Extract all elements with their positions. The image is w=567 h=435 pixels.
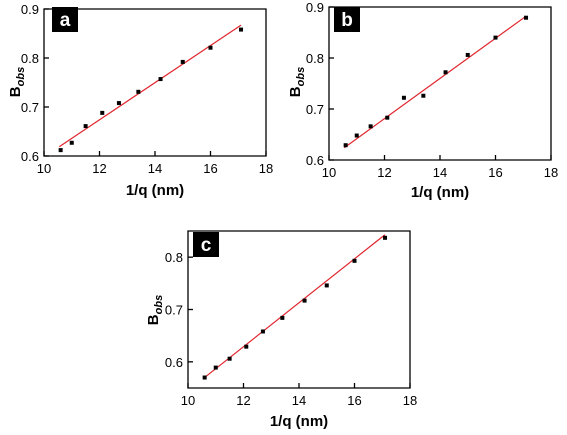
panel-b-x-tick-label: 14 [433,165,447,180]
panel-b-points [343,15,529,148]
panel-b-y-tick-label: 0.8 [306,51,324,66]
panel-a-y-tick-label: 0.9 [21,2,39,17]
panel-b-y-axis-label: Bobs [287,67,307,97]
panel-b: 10 12 14 16 18 0.6 0.7 0.8 0.9 b 1/q (nm) Bobs [287,0,558,201]
panel-b-data-point [421,93,426,98]
panel-c-data-point [202,375,207,380]
panel-c-fit-layer [202,234,386,380]
panel-b-data-point [524,15,529,20]
panel-a-x-tick-label: 10 [37,161,51,176]
panel-c-data-point [213,365,218,370]
panel-a-y-tick-label: 0.6 [21,149,39,164]
panel-c-x-axis-label: 1/q (nm) [270,413,328,430]
panel-c-points [202,235,388,380]
panel-b-data-point [354,133,359,138]
panel-c-y-tick-label: 0.8 [165,250,183,265]
panel-c: 10 12 14 16 18 0.6 0.7 0.8 c 1/q (nm) Bobs [145,230,417,430]
panel-a-data-point [116,101,121,106]
panel-b-x-tick-label: 12 [377,165,391,180]
panel-b-y-axis-main: B [287,86,304,97]
panel-c-x-tick-label: 10 [181,393,195,408]
panel-c-data-point [260,329,265,334]
panel-b-x-tick-label: 18 [544,165,558,180]
panel-c-data-point [227,356,232,361]
panel-c-y-axis-sub: obs [153,295,165,315]
panel-a-y-axis-main: B [7,86,24,97]
panel-c-data-point [280,315,285,320]
panel-c-fit-line [202,234,386,380]
panel-c-data-point [324,283,329,288]
panel-b-data-point [343,143,348,148]
panel-b-data-point [385,115,390,120]
panel-a-y-axis-label: Bobs [7,67,27,97]
panel-b-badge [334,7,360,32]
panel-c-data-point [244,344,249,349]
panel-a-y-tick-label: 0.8 [21,51,39,66]
panel-a-data-point [136,89,141,94]
panel-b-data-point [493,35,498,40]
panel-a-data-point [208,45,213,50]
panel-a-data-point [58,148,63,153]
panel-c-data-point [352,258,357,263]
panel-a-data-point [100,110,105,115]
panel-a-x-tick-label: 16 [203,161,217,176]
panel-a-badge [52,7,78,32]
panel-c-ticks: 10 12 14 16 18 0.6 0.7 0.8 [165,250,417,408]
panel-c-y-axis-label: Bobs [145,295,165,325]
panel-a-data-point [239,27,244,32]
panel-c-x-tick-label: 12 [236,393,250,408]
panel-c-badge-label: c [201,235,212,256]
panel-a-x-tick-label: 14 [148,161,162,176]
panel-a-x-tick-label: 12 [92,161,106,176]
panel-c-y-tick-label: 0.7 [165,303,183,318]
panel-c-data-point [302,298,307,303]
panel-a-plot-frame [43,8,267,157]
panel-a-fit-layer [58,24,242,148]
panel-c-plot-frame [187,230,411,389]
panel-a-points [58,27,244,153]
panel-a: 10 12 14 16 18 0.6 0.7 0.8 0.9 a 1/q (nm) Bobs [7,2,273,199]
panel-c-y-axis-main: B [145,314,162,325]
panel-b-data-point [443,70,448,75]
panel-a-y-axis-sub: obs [15,67,27,87]
panel-b-y-axis-sub: obs [295,67,307,87]
panel-b-x-axis-label: 1/q (nm) [411,184,469,201]
panel-b-data-point [368,124,373,129]
panel-a-ticks: 10 12 14 16 18 0.6 0.7 0.8 0.9 [21,2,273,176]
panel-c-x-tick-label: 18 [403,393,417,408]
panel-c-x-tick-label: 16 [347,393,361,408]
panel-c-x-tick-label: 14 [292,393,306,408]
panel-b-x-tick-label: 10 [322,165,336,180]
panel-c-data-point [383,235,388,240]
panel-a-data-point [158,77,163,82]
panel-b-y-tick-label: 0.6 [306,153,324,168]
panel-b-y-tick-label: 0.9 [306,0,324,15]
panel-b-badge-label: b [341,10,353,31]
panel-a-data-point [83,124,88,129]
panel-c-badge [193,232,219,257]
panel-a-x-tick-label: 18 [259,161,273,176]
panel-b-plot-frame [328,6,552,161]
panel-a-x-axis-label: 1/q (nm) [126,182,184,199]
panel-a-data-point [69,140,74,145]
panel-a-badge-label: a [60,10,71,31]
panel-a-fit-line [58,24,242,148]
panel-b-y-tick-label: 0.7 [306,102,324,117]
panel-b-x-tick-label: 16 [488,165,502,180]
panel-c-y-tick-label: 0.6 [165,355,183,370]
panel-a-data-point [180,59,185,64]
panel-a-y-tick-label: 0.7 [21,100,39,115]
panel-b-data-point [401,95,406,100]
panel-b-data-point [465,52,470,57]
